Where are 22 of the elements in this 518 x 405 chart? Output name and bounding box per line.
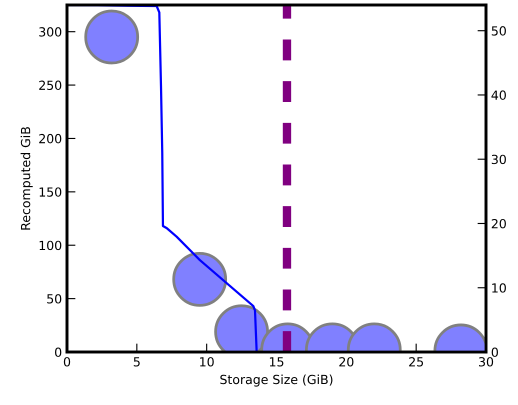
y-tick-label: 50 bbox=[47, 294, 62, 304]
y-axis-title: Recomputed GiB bbox=[20, 127, 33, 230]
y-tick-label: 300 bbox=[39, 27, 62, 37]
y2-tick-label: 10 bbox=[492, 283, 506, 293]
y2-tick-label: 40 bbox=[491, 90, 506, 100]
y2-tick-label: 30 bbox=[492, 154, 506, 164]
y-tick-label: 250 bbox=[39, 80, 62, 90]
x-tick-label: 15 bbox=[270, 357, 284, 367]
y-tick-label: 200 bbox=[39, 134, 62, 144]
y-tick-label: 150 bbox=[40, 187, 62, 197]
y2-tick-label: 50 bbox=[492, 26, 506, 36]
x-tick-label: 0 bbox=[64, 357, 70, 367]
x-tick-label: 10 bbox=[200, 357, 214, 367]
x-axis-title: Storage Size (GiB) bbox=[220, 374, 332, 387]
y-tick-label: 0 bbox=[55, 347, 62, 357]
x-tick-label: 20 bbox=[339, 357, 354, 367]
y2-tick-label: 20 bbox=[492, 218, 506, 228]
x-tick-label: 30 bbox=[479, 357, 494, 367]
y2-tick-label: 0 bbox=[492, 347, 498, 357]
y-tick-label: 100 bbox=[40, 240, 62, 250]
x-tick-label: 25 bbox=[409, 357, 424, 367]
x-tick-label: 5 bbox=[134, 357, 140, 367]
